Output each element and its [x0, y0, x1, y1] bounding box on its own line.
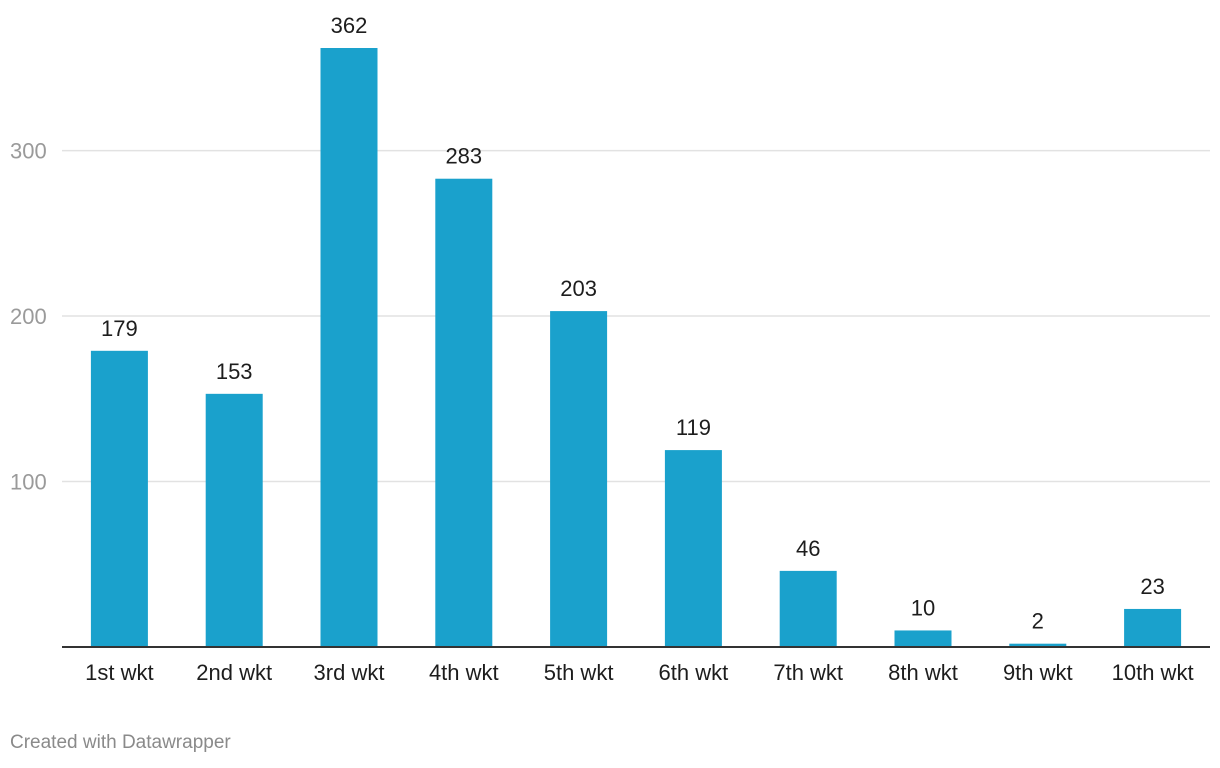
bar-6 [664, 450, 722, 647]
bar-2 [205, 393, 263, 647]
datawrapper-credit: Created with Datawrapper [10, 732, 231, 753]
data-label-7: 46 [796, 536, 820, 561]
bar-4 [435, 178, 493, 647]
data-label-2: 153 [216, 359, 253, 384]
bars [90, 48, 1182, 647]
data-label-1: 179 [101, 316, 138, 341]
gridlines: 100 200 300 [10, 139, 1210, 495]
bar-1 [90, 350, 148, 647]
x-tick-label-5: 5th wkt [544, 660, 614, 685]
bar-8 [894, 630, 952, 647]
y-tick-label-100: 100 [10, 470, 47, 495]
x-tick-label-8: 8th wkt [888, 660, 958, 685]
data-label-9: 2 [1032, 609, 1044, 634]
x-tick-label-1: 1st wkt [85, 660, 153, 685]
x-tick-label-6: 6th wkt [659, 660, 729, 685]
data-label-6: 119 [676, 415, 711, 440]
x-tick-label-9: 9th wkt [1003, 660, 1073, 685]
data-label-8: 10 [911, 595, 935, 620]
x-tick-label-2: 2nd wkt [196, 660, 272, 685]
data-label-3: 362 [331, 13, 368, 38]
bar-3 [320, 48, 378, 647]
x-tick-label-7: 7th wkt [773, 660, 843, 685]
data-label-5: 203 [560, 276, 597, 301]
x-tick-label-4: 4th wkt [429, 660, 499, 685]
y-tick-label-300: 300 [10, 139, 47, 164]
data-labels: 179 153 362 283 203 119 46 10 2 23 [101, 13, 1165, 634]
bar-10 [1124, 608, 1182, 647]
y-tick-label-200: 200 [10, 304, 47, 329]
data-label-10: 23 [1140, 574, 1164, 599]
bar-9 [1009, 643, 1067, 647]
x-tick-label-3: 3rd wkt [314, 660, 385, 685]
bar-5 [550, 311, 608, 647]
bar-chart: 100 200 300 179 153 362 283 203 119 46 10 2 23 1st … [10, 13, 1210, 685]
x-axis-tick-labels: 1st wkt 2nd wkt 3rd wkt 4th wkt 5th wkt 6th w… [85, 660, 1193, 685]
bar-7 [779, 570, 837, 647]
x-tick-label-10: 10th wkt [1112, 660, 1194, 685]
data-label-4: 283 [445, 144, 482, 169]
